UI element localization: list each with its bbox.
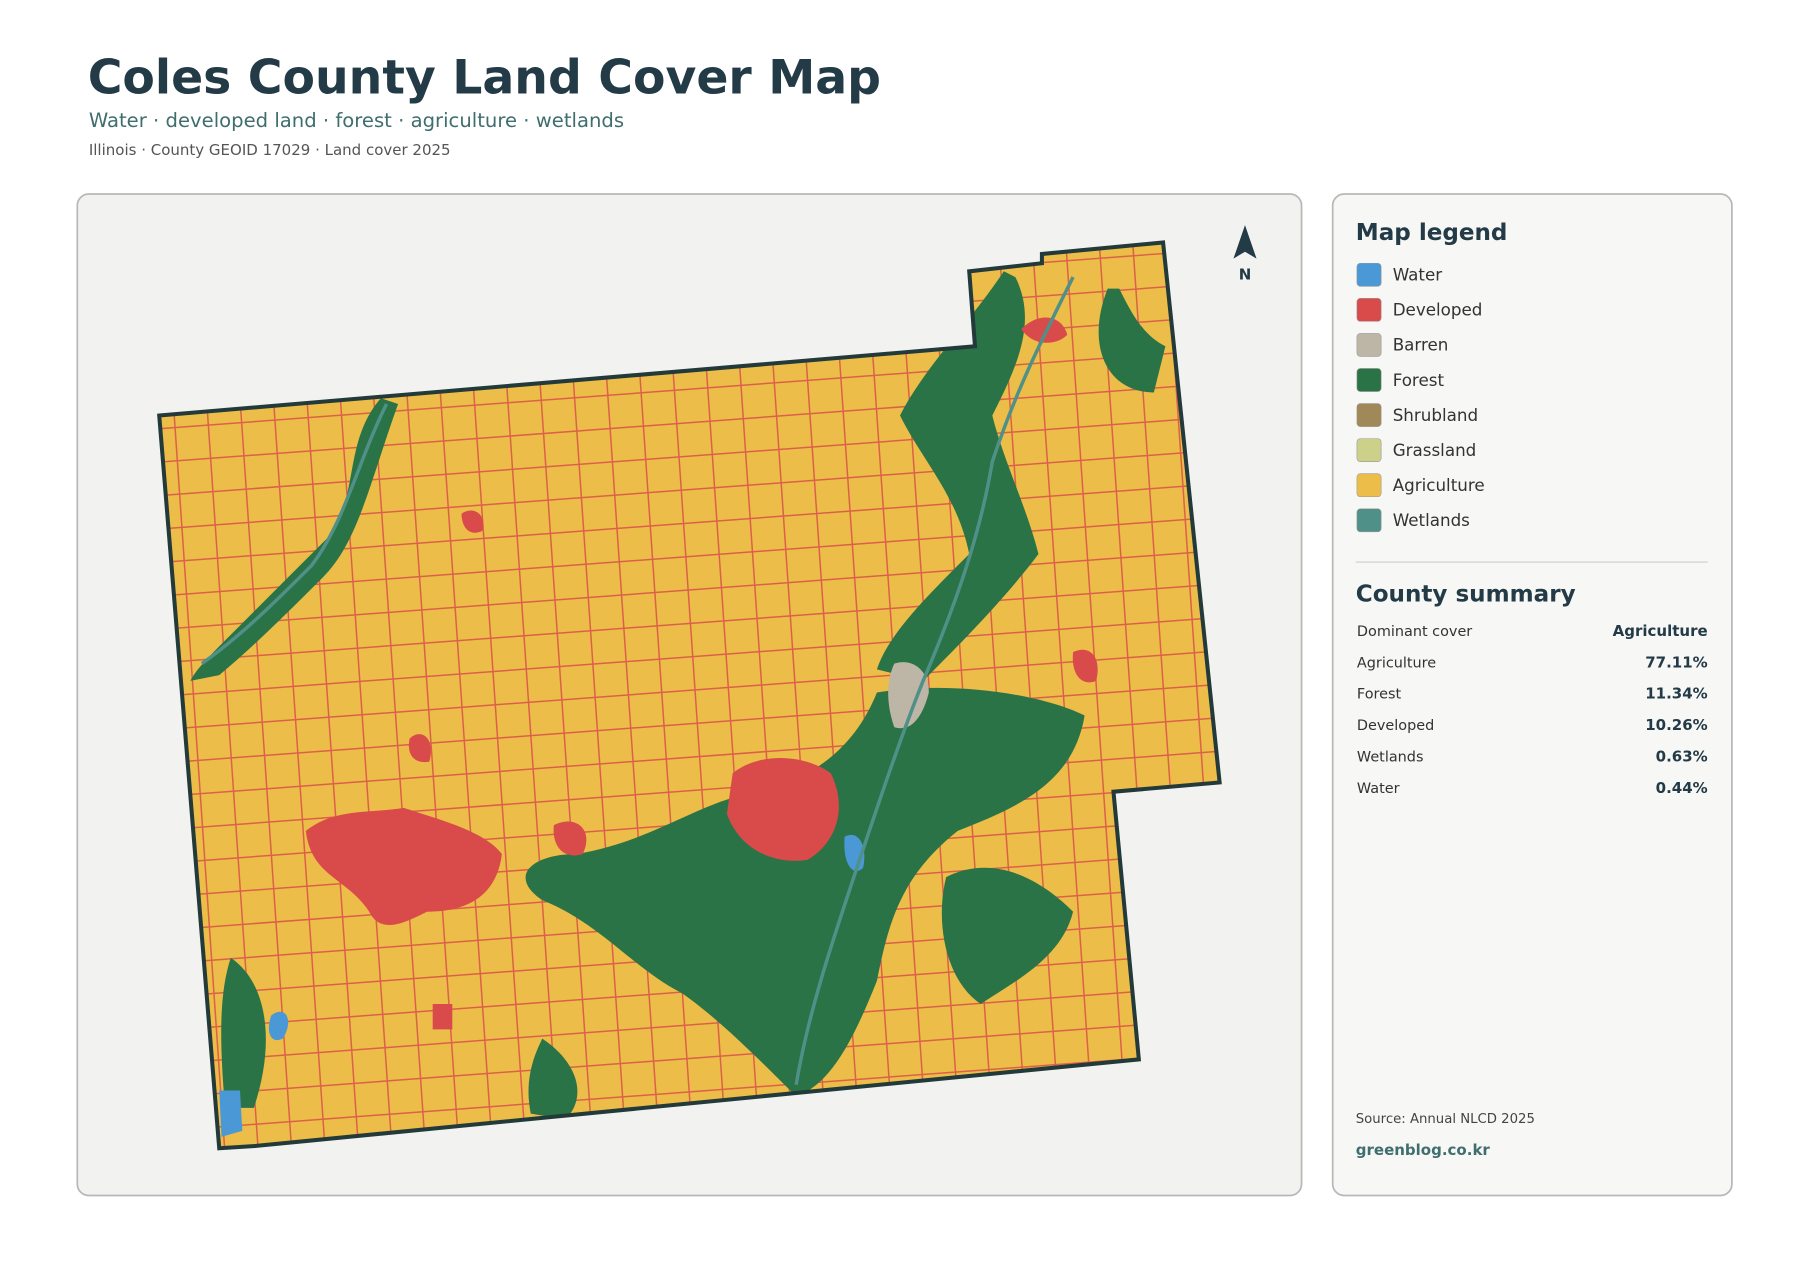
road [159, 448, 1220, 531]
legend: Water Developed Barren Forest Shrubland Grass… [1356, 262, 1485, 533]
legend-title: Map legend [1356, 220, 1508, 246]
road [159, 1017, 1220, 1100]
legend-swatch [1356, 438, 1382, 462]
summary-value: Agriculture [1613, 622, 1708, 640]
developed [408, 734, 431, 763]
legend-swatch [1356, 298, 1382, 322]
legend-label: Agriculture [1393, 475, 1485, 495]
forest [221, 957, 266, 1108]
summary: Dominant cover Agriculture Agriculture 77.1… [1357, 622, 1708, 797]
north-arrow [1233, 225, 1257, 259]
summary-label: Dominant cover [1357, 624, 1472, 640]
legend-label: Developed [1393, 300, 1483, 320]
water [219, 1090, 243, 1137]
water [268, 1011, 289, 1041]
north-label: N [1239, 265, 1252, 283]
legend-label: Water [1393, 265, 1443, 285]
road [159, 1050, 1220, 1133]
forest [528, 1038, 578, 1120]
summary-label: Developed [1357, 718, 1434, 734]
barren [888, 662, 929, 729]
developed [432, 1004, 453, 1030]
developed [726, 758, 839, 861]
legend-label: Grassland [1393, 440, 1477, 460]
road [159, 615, 1220, 698]
summary-value: 10.26% [1645, 716, 1707, 734]
source: Source: Annual NLCD 2025 [1356, 1112, 1535, 1127]
forest [876, 271, 1039, 681]
legend-swatch [1356, 333, 1382, 357]
legend-swatch [1356, 473, 1382, 498]
forest [525, 687, 1085, 1097]
road [159, 682, 1220, 765]
road [159, 414, 1220, 498]
developed [1072, 649, 1098, 683]
road [595, 242, 661, 1149]
subtitle: Water · developed land · forest · agricu… [89, 109, 624, 132]
developed [1021, 317, 1068, 343]
legend-swatch [1356, 368, 1382, 392]
summary-label: Wetlands [1357, 749, 1424, 765]
summary-value: 0.44% [1656, 779, 1708, 797]
road [159, 381, 1220, 464]
summary-value: 77.11% [1645, 653, 1707, 671]
summary-title: County summary [1356, 581, 1576, 607]
side-panel [1331, 193, 1733, 1197]
road [1064, 242, 1130, 1149]
title: Coles County Land Cover Map [88, 51, 881, 106]
summary-label: Forest [1357, 687, 1402, 703]
site: greenblog.co.kr [1356, 1141, 1491, 1159]
summary-value: 0.63% [1656, 747, 1708, 765]
road [159, 548, 1220, 631]
road [159, 649, 1220, 732]
legend-label: Forest [1393, 370, 1445, 390]
summary-label: Agriculture [1357, 655, 1436, 671]
legend-swatch [1356, 262, 1382, 287]
legend-swatch [1356, 403, 1382, 427]
road [562, 242, 628, 1149]
road [1030, 242, 1096, 1149]
legend-swatch [1356, 508, 1382, 533]
developed [305, 807, 502, 926]
legend-label: Wetlands [1393, 510, 1470, 530]
forest [941, 867, 1074, 1004]
forest [1098, 288, 1166, 393]
wetlands [200, 403, 389, 666]
road [159, 515, 1220, 598]
road [830, 242, 895, 1149]
summary-label: Water [1357, 781, 1400, 797]
road [159, 983, 1220, 1066]
road [159, 347, 1220, 431]
legend-label: Barren [1393, 335, 1449, 355]
summary-value: 11.34% [1645, 685, 1707, 703]
map: N [157, 225, 1257, 1151]
county-outline [157, 240, 1222, 1151]
developed [461, 510, 484, 533]
legend-label: Shrubland [1393, 405, 1478, 425]
wetlands [794, 276, 1075, 1086]
road [997, 242, 1063, 1149]
road [159, 582, 1220, 665]
meta: Illinois · County GEOID 17029 · Land cov… [89, 141, 451, 159]
developed [553, 821, 587, 856]
